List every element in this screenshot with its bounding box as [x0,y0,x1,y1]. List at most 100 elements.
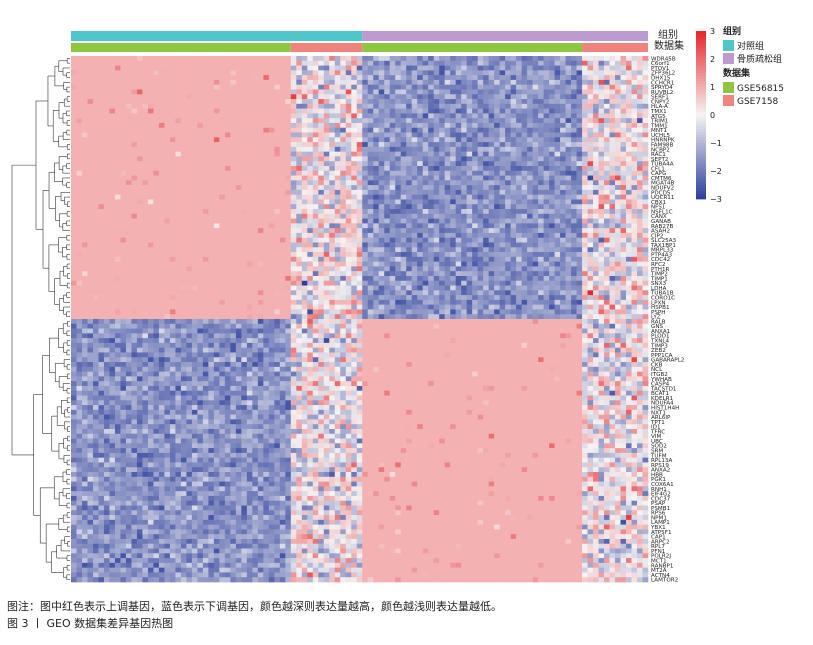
heatmap-cell [180,237,187,243]
heatmap-cell [609,84,616,90]
heatmap-cell [367,185,374,191]
heatmap-cell [488,180,495,186]
heatmap-cell [351,113,358,119]
heatmap-cell [312,70,319,76]
heatmap-cell [268,204,275,210]
heatmap-cell [411,79,418,86]
heatmap-cell [219,89,226,95]
heatmap-cell [373,189,380,196]
heatmap-cell [571,60,577,66]
heatmap-cell [334,156,341,162]
heatmap-cell [208,108,215,114]
heatmap-cell [626,161,632,167]
heatmap-cell [378,185,385,191]
heatmap-cell [351,99,358,105]
heatmap-cell [554,204,561,210]
heatmap-cell [76,84,83,90]
heatmap-cell [477,194,484,200]
heatmap-cell [147,189,154,196]
heatmap-cell [257,218,264,224]
heatmap-cell [483,56,489,62]
heatmap-cell [334,228,341,234]
heatmap-cell [615,137,621,143]
heatmap-cell [296,156,303,162]
heatmap-cell [186,199,193,205]
heatmap-cell [400,256,407,262]
heatmap-cell [477,247,484,253]
heatmap-cell [411,165,418,172]
heatmap-cell [186,127,193,133]
heatmap-cell [510,194,517,200]
heatmap-cell [334,242,341,248]
heatmap-cell [169,170,176,176]
heatmap-cell [153,137,160,143]
heatmap-cell [241,127,248,133]
heatmap-cell [604,242,610,248]
heatmap-cell [615,213,621,219]
heatmap-cell [340,247,347,253]
heatmap-cell [87,218,94,224]
heatmap-cell [301,70,308,76]
heatmap-cell [114,113,121,119]
heatmap-cell [406,261,413,267]
heatmap-cell [466,170,473,176]
heatmap-cell [389,165,396,172]
heatmap-cell [147,108,154,114]
heatmap-cell [197,118,204,124]
heatmap-cell [164,70,171,76]
heatmap-cell [186,60,193,66]
heatmap-cell [103,156,110,162]
heatmap-cell [103,151,110,157]
heatmap-cell [224,194,231,200]
heatmap-cell [274,185,281,191]
heatmap-cell [241,232,248,239]
heatmap-cell [521,209,528,215]
heatmap-cell [142,204,149,210]
heatmap-cell [631,232,638,239]
heatmap-cell [103,60,110,66]
heatmap-cell [340,242,347,248]
heatmap-cell [290,151,297,157]
heatmap-cell [494,252,500,258]
heatmap-cell [472,218,478,224]
heatmap-cell [153,180,160,186]
heatmap-cell [147,194,154,200]
heatmap-cell [230,194,237,200]
heatmap-cell [197,189,204,196]
heatmap-cell [406,79,413,86]
heatmap-cell [516,218,522,224]
heatmap-cell [532,165,539,172]
heatmap-cell [334,237,341,243]
heatmap-cell [246,232,253,239]
heatmap-cell [543,84,550,90]
heatmap-cell [499,127,506,133]
heatmap-cell [81,118,88,124]
heatmap-cell [136,232,143,239]
heatmap-cell [494,122,500,129]
heatmap-cell [329,56,336,62]
heatmap-cell [483,232,489,239]
heatmap-cell [120,165,127,172]
heatmap-cell [417,218,424,224]
heatmap-cell [450,261,457,267]
heatmap-cell [450,170,457,176]
heatmap-cell [499,247,506,253]
heatmap-cell [114,108,121,114]
heatmap-cell [538,118,544,124]
heatmap-cell [582,228,588,234]
heatmap-cell [609,180,616,186]
heatmap-cell [631,242,638,248]
heatmap-cell [587,108,594,114]
heatmap-cell [362,89,369,95]
heatmap-cell [191,156,198,162]
heatmap-cell [180,209,187,215]
heatmap-cell [439,247,446,253]
heatmap-cell [224,237,231,243]
heatmap-cell [125,94,132,100]
heatmap-cell [98,151,105,157]
heatmap-cell [406,256,413,262]
heatmap-cell [494,242,500,248]
heatmap-cell [356,228,363,234]
heatmap-cell [213,127,220,133]
heatmap-cell [197,161,204,167]
